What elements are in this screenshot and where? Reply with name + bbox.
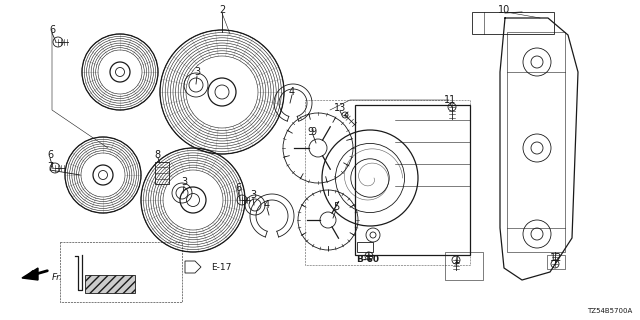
Text: Fr.: Fr. [52, 274, 63, 283]
Bar [472, 12, 554, 34]
Text: 2: 2 [219, 5, 225, 15]
Text: 8: 8 [154, 150, 160, 160]
Bar [60, 242, 182, 302]
Bar [547, 255, 565, 269]
Text: E-17: E-17 [211, 262, 232, 271]
Text: 9: 9 [310, 127, 316, 137]
Polygon shape [22, 268, 38, 280]
Text: 9: 9 [307, 127, 313, 137]
Text: 5: 5 [333, 202, 339, 212]
Bar [155, 162, 169, 184]
Text: 3: 3 [181, 177, 187, 187]
Bar [85, 275, 135, 293]
Text: TZ54B5700A: TZ54B5700A [587, 308, 632, 314]
Text: 1: 1 [454, 255, 460, 265]
Bar [445, 252, 483, 280]
Text: 7: 7 [47, 162, 53, 172]
Bar [507, 32, 565, 252]
Text: 3: 3 [194, 67, 200, 77]
Text: 4: 4 [264, 200, 270, 210]
Text: 12: 12 [550, 253, 562, 263]
Text: 6: 6 [49, 25, 55, 35]
Text: 6: 6 [47, 150, 53, 160]
Text: 4: 4 [289, 87, 295, 97]
Bar [305, 100, 470, 265]
Text: 11: 11 [444, 95, 456, 105]
Bar [357, 242, 373, 252]
Text: 13: 13 [334, 103, 346, 113]
Text: 10: 10 [498, 5, 510, 15]
Bar [355, 105, 470, 255]
Text: 3: 3 [250, 190, 256, 200]
Text: B-60: B-60 [356, 255, 380, 265]
Text: 6: 6 [235, 183, 241, 193]
